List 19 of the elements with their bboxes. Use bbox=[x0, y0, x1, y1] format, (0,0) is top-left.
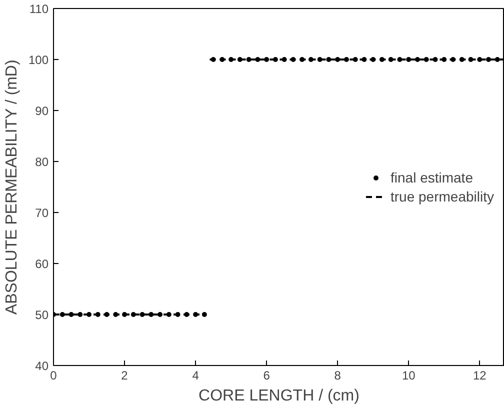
x-tick-label: 0 bbox=[50, 368, 58, 382]
x-axis-title: CORE LENGTH / (cm) bbox=[198, 388, 360, 404]
y-tick-label: 60 bbox=[35, 257, 49, 271]
y-tick-label: 80 bbox=[35, 155, 49, 169]
x-tick-label: 2 bbox=[121, 368, 128, 382]
x-tick-label: 12 bbox=[472, 368, 487, 382]
x-tick-label: 8 bbox=[334, 368, 342, 382]
legend-label: final estimate bbox=[390, 169, 473, 185]
y-axis-title: ABSOLUTE PERMEABILITY / (mD) bbox=[3, 60, 20, 315]
y-tick-label: 90 bbox=[35, 104, 49, 118]
x-tick-label: 4 bbox=[192, 368, 200, 382]
x-tick-label: 10 bbox=[402, 368, 416, 382]
y-tick-label: 100 bbox=[28, 53, 49, 67]
y-tick-label: 110 bbox=[29, 2, 49, 16]
x-tick-label: 6 bbox=[263, 368, 270, 382]
y-tick-label: 40 bbox=[35, 359, 49, 373]
y-tick-label: 50 bbox=[35, 308, 49, 322]
legend-label: true permeability bbox=[390, 188, 494, 204]
y-tick-label: 70 bbox=[35, 206, 49, 220]
